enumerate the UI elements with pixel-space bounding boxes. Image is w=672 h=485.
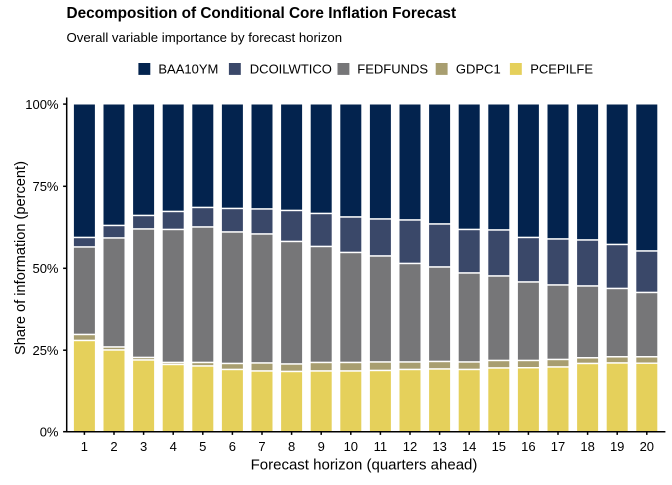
svg-text:Decomposition of Conditional C: Decomposition of Conditional Core Inflat… [67,5,457,22]
svg-text:13: 13 [432,439,446,454]
svg-text:10: 10 [344,439,358,454]
svg-text:1: 1 [81,439,88,454]
svg-text:2: 2 [110,439,117,454]
svg-text:PCEPILFE: PCEPILFE [530,62,593,77]
svg-text:6: 6 [229,439,236,454]
svg-text:12: 12 [403,439,417,454]
svg-text:25%: 25% [32,343,58,358]
svg-text:100%: 100% [25,97,59,112]
svg-text:75%: 75% [32,179,58,194]
svg-text:4: 4 [170,439,177,454]
svg-text:5: 5 [199,439,206,454]
svg-text:20: 20 [640,439,654,454]
svg-text:3: 3 [140,439,147,454]
svg-text:FEDFUNDS: FEDFUNDS [357,62,428,77]
svg-text:Share of information (percent): Share of information (percent) [13,161,29,355]
svg-text:18: 18 [580,439,594,454]
svg-text:11: 11 [374,439,388,454]
svg-text:GDPC1: GDPC1 [456,62,501,77]
svg-text:19: 19 [610,439,624,454]
svg-text:DCOILWTICO: DCOILWTICO [250,62,332,77]
svg-text:9: 9 [318,439,325,454]
svg-text:17: 17 [551,439,565,454]
svg-text:8: 8 [288,439,295,454]
svg-text:15: 15 [492,439,506,454]
svg-text:16: 16 [521,439,535,454]
svg-text:0%: 0% [40,425,59,440]
svg-text:14: 14 [462,439,476,454]
svg-text:Overall variable importance by: Overall variable importance by forecast … [67,30,343,45]
svg-text:50%: 50% [32,261,58,276]
svg-text:BAA10YM: BAA10YM [158,62,218,77]
svg-text:Forecast horizon (quarters ahe: Forecast horizon (quarters ahead) [251,456,478,473]
svg-text:7: 7 [258,439,265,454]
